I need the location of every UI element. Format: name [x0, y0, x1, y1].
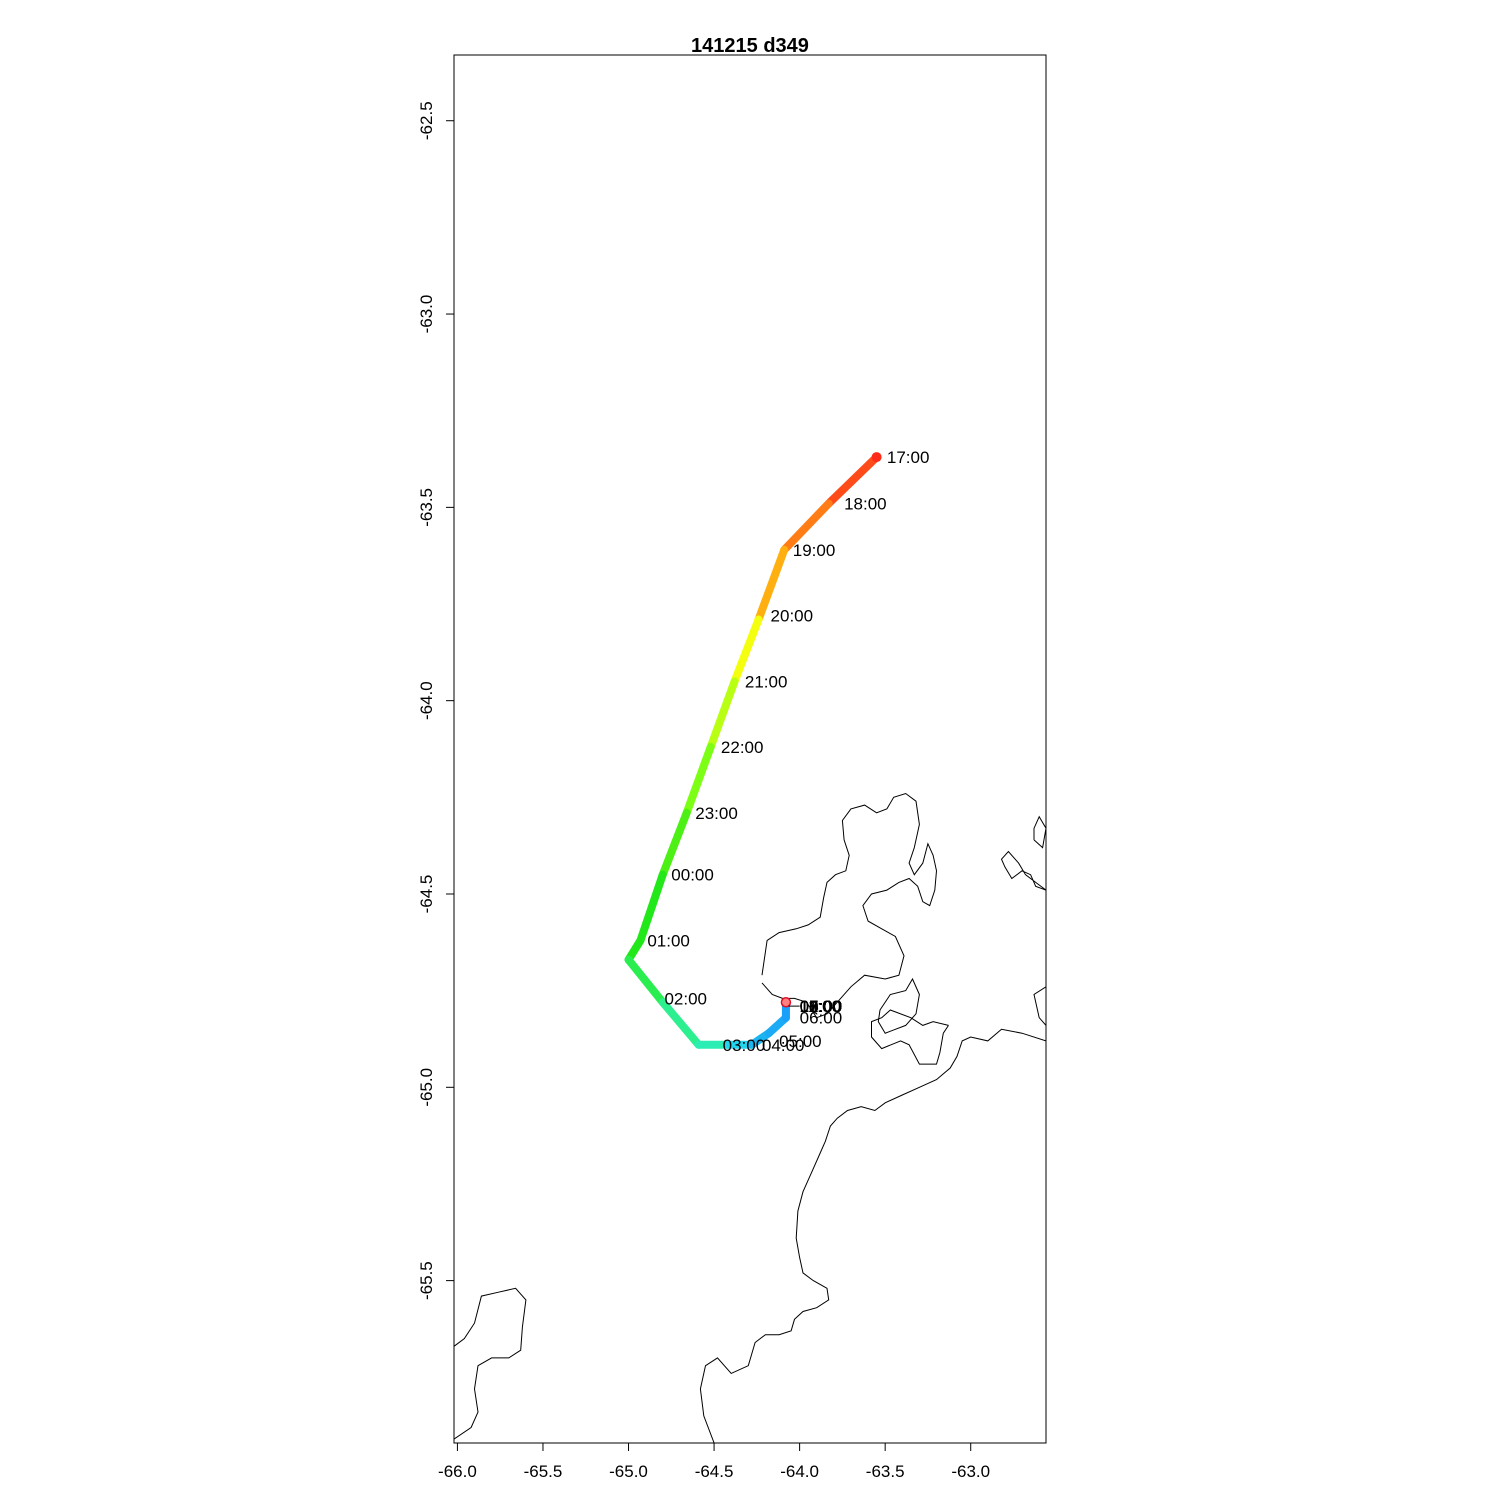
- time-label: 01:00: [647, 931, 690, 950]
- x-tick-label: -66.0: [438, 1462, 477, 1481]
- time-label-layer: 17:00 18:00 19:00 20:00 21:00 22:00 23:00 00:00…: [647, 448, 929, 1055]
- track-end-marker: [871, 452, 882, 463]
- time-label-overlap: 15:00: [800, 997, 843, 1016]
- time-label: 18:00: [844, 494, 887, 513]
- track-layer: [624, 452, 882, 1049]
- coastline-1: [877, 977, 920, 1034]
- x-tick-label: -64.5: [695, 1462, 734, 1481]
- time-label: 20:00: [771, 607, 814, 626]
- coastline-3: [1000, 850, 1046, 891]
- y-axis: -62.5 -63.0 -63.5 -64.0 -64.5 -65.0 -65.5: [417, 101, 455, 1300]
- y-tick-label: -65.0: [417, 1068, 436, 1107]
- time-label: 06:00: [800, 1009, 843, 1028]
- y-tick-label: -62.5: [417, 101, 436, 140]
- time-label: 17:00: [887, 448, 930, 467]
- start-point-marker: [780, 996, 792, 1008]
- time-label-overlap: 10:00: [800, 997, 843, 1016]
- time-label: 04:00: [762, 1036, 805, 1055]
- y-tick-label: -64.5: [417, 875, 436, 914]
- time-label: 22:00: [721, 738, 764, 757]
- track-segment: [754, 545, 789, 624]
- track-segment: [658, 808, 691, 879]
- track-segment: [824, 453, 881, 508]
- time-label: 05:00: [779, 1032, 822, 1051]
- coastline-7: [454, 1287, 527, 1440]
- track-segment: [636, 870, 667, 945]
- time-label-overlap: 08:00: [800, 997, 843, 1016]
- y-tick-label: -65.5: [417, 1261, 436, 1300]
- track-segment: [624, 955, 667, 1007]
- track-segment: [706, 677, 739, 752]
- coastline-6: [699, 1028, 1046, 1443]
- coastline-layer: [454, 792, 1046, 1443]
- y-tick-label: -63.0: [417, 295, 436, 334]
- track-segment: [658, 998, 703, 1049]
- time-label: 23:00: [695, 804, 738, 823]
- time-label: 00:00: [671, 866, 714, 885]
- x-axis: -66.0 -65.5 -65.0 -64.5 -64.0 -63.5 -63.0: [438, 1442, 990, 1481]
- time-label-overlap: 09:00: [800, 997, 843, 1016]
- time-label-overlap: 07:00: [800, 997, 843, 1016]
- coastline-4: [1033, 986, 1046, 1026]
- x-tick-label: -63.5: [866, 1462, 905, 1481]
- track-segment: [682, 743, 715, 817]
- time-label-overlap: 12:00: [800, 997, 843, 1016]
- x-tick-label: -63.0: [951, 1462, 990, 1481]
- track-segment: [780, 499, 833, 554]
- coastline-5: [871, 1009, 949, 1065]
- track-segment: [730, 615, 763, 686]
- plot-title: 141215 d349: [691, 35, 809, 57]
- time-label-overlap: 11:00: [800, 997, 841, 1016]
- time-label-overlap: 14:00: [800, 997, 843, 1016]
- coastline-0: [761, 792, 938, 1019]
- time-label-overlap: 13:00: [800, 997, 843, 1016]
- time-label: 19:00: [793, 541, 836, 560]
- x-tick-label: -65.5: [524, 1462, 563, 1481]
- y-tick-label: -63.5: [417, 488, 436, 527]
- x-tick-label: -65.0: [609, 1462, 648, 1481]
- time-label: 03:00: [723, 1036, 766, 1055]
- time-label: 02:00: [664, 989, 707, 1008]
- x-tick-label: -64.0: [780, 1462, 819, 1481]
- time-label: 21:00: [745, 672, 788, 691]
- y-tick-label: -64.0: [417, 681, 436, 720]
- coastline-2: [1033, 815, 1046, 849]
- time-label-overlap: 16:00: [800, 997, 843, 1016]
